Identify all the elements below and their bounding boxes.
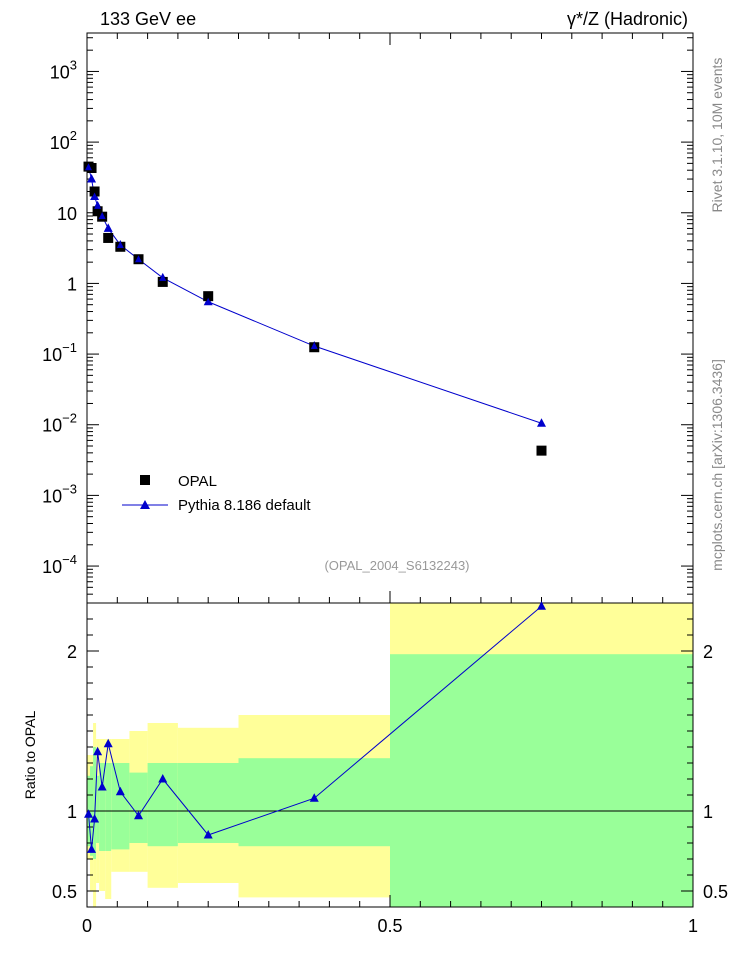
plot-title-left: 133 GeV ee bbox=[100, 9, 196, 29]
mcplots-label: mcplots.cern.ch [arXiv:1306.3436] bbox=[709, 359, 725, 571]
data-series bbox=[83, 161, 547, 456]
main-y-tick-label: 10−1 bbox=[42, 340, 77, 365]
x-tick-label: 1 bbox=[688, 916, 698, 936]
analysis-watermark: (OPAL_2004_S6132243) bbox=[324, 558, 469, 573]
ratio-band-inner-4 bbox=[99, 763, 106, 851]
mc-point-overlay bbox=[94, 201, 102, 209]
mc-point-overlay bbox=[310, 342, 318, 350]
main-y-tick-label: 10−3 bbox=[42, 481, 77, 506]
mc-point-overlay bbox=[135, 255, 143, 263]
ratio-point bbox=[115, 786, 125, 796]
ratio-band-inner-6 bbox=[111, 763, 130, 850]
mc-point-overlay bbox=[538, 419, 545, 427]
ratio-y-tick-label-left: 1 bbox=[67, 802, 77, 822]
main-y-tick-label: 103 bbox=[50, 57, 77, 82]
ratio-band-inner-9 bbox=[177, 763, 239, 843]
main-y-tick-label: 1 bbox=[67, 274, 77, 294]
ratio-point bbox=[537, 601, 546, 610]
ratio-axes: 0.5 0.51 12 20 0.5 1 bbox=[52, 602, 728, 936]
data-point bbox=[536, 445, 547, 456]
data-point bbox=[103, 232, 114, 243]
mc-point-overlay bbox=[204, 297, 212, 305]
mc-point-overlay bbox=[159, 273, 167, 281]
main-y-tick-label: 102 bbox=[50, 128, 77, 153]
ratio-y-tick-label-left: 0.5 bbox=[52, 882, 77, 902]
ratio-uncertainty-bands bbox=[87, 603, 693, 907]
ratio-point bbox=[134, 810, 144, 820]
mc-point-overlay bbox=[91, 192, 99, 200]
ratio-line-path bbox=[88, 605, 542, 850]
x-tick-label: 0 bbox=[82, 916, 92, 936]
ratio-y-tick-label-right: 1 bbox=[703, 802, 713, 822]
ratio-band-inner-3 bbox=[96, 775, 100, 843]
ratio-point bbox=[103, 738, 113, 748]
mc-point-overlay bbox=[104, 224, 112, 232]
ratio-point bbox=[97, 782, 107, 791]
ratio-band-inner-7 bbox=[129, 772, 148, 843]
ratio-y-tick-label-right: 2 bbox=[703, 642, 713, 662]
mc-point-overlay bbox=[85, 163, 93, 171]
main-y-tick-label: 10−4 bbox=[42, 552, 77, 577]
ratio-point bbox=[93, 746, 103, 756]
plot-title-right: γ*/Z (Hadronic) bbox=[567, 9, 688, 29]
x-tick-label: 0.5 bbox=[377, 916, 402, 936]
main-plot-frame bbox=[86, 32, 694, 604]
main-axes: 10−4 10−3 10−2 10−1 1 10 102 103 bbox=[42, 32, 694, 604]
data-point bbox=[157, 276, 168, 287]
mc-point-overlay bbox=[98, 211, 106, 219]
legend: OPAL Pythia 8.186 default bbox=[122, 473, 311, 514]
legend-mc-marker bbox=[140, 500, 150, 509]
ratio-point bbox=[203, 830, 213, 839]
ratio-band-inner-5 bbox=[105, 763, 112, 851]
data-point bbox=[203, 291, 214, 302]
ratio-y-axis-label: Ratio to OPAL bbox=[22, 711, 38, 800]
ratio-band-inner-10 bbox=[238, 758, 390, 847]
rivet-version-label: Rivet 3.1.10, 10M events bbox=[709, 58, 725, 213]
ratio-point bbox=[309, 793, 319, 802]
ratio-series bbox=[84, 601, 546, 853]
data-point bbox=[89, 186, 100, 197]
main-y-tick-label: 10−2 bbox=[42, 411, 77, 436]
legend-data-label: OPAL bbox=[178, 473, 217, 490]
ratio-band-inner-2 bbox=[93, 747, 97, 859]
data-point bbox=[92, 206, 103, 217]
main-y-tick-label: 10 bbox=[57, 204, 77, 224]
ratio-point bbox=[87, 844, 97, 853]
legend-data-marker bbox=[140, 475, 150, 485]
mc-point-overlay bbox=[88, 175, 96, 183]
ratio-point bbox=[158, 774, 168, 783]
legend-mc-label: Pythia 8.186 default bbox=[178, 497, 311, 514]
mc-series-line bbox=[84, 162, 546, 427]
mc-line-path bbox=[88, 167, 542, 424]
ratio-point bbox=[90, 814, 100, 823]
mc-point-overlay bbox=[116, 240, 124, 248]
data-point bbox=[86, 163, 97, 174]
ratio-y-tick-label-left: 2 bbox=[67, 642, 77, 662]
ratio-point bbox=[84, 809, 94, 818]
ratio-band-inner-11 bbox=[390, 654, 693, 907]
ratio-y-tick-label-right: 0.5 bbox=[703, 882, 728, 902]
